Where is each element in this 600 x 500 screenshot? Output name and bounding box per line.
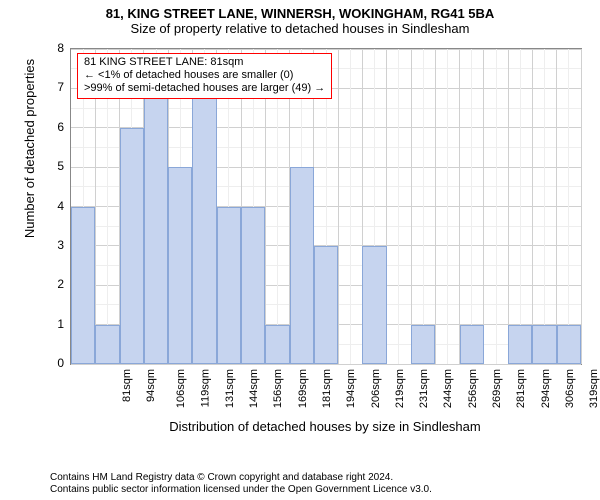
grid-v-minor — [447, 49, 448, 364]
histogram-bar — [144, 88, 168, 364]
xtick-label: 281sqm — [515, 369, 527, 408]
xtick-label: 181sqm — [321, 369, 333, 408]
histogram-bar — [168, 167, 192, 364]
xtick-label: 156sqm — [272, 369, 284, 408]
grid-v-minor — [544, 49, 545, 364]
ytick-label: 1 — [46, 317, 64, 331]
histogram-bar — [314, 246, 338, 364]
xtick-label: 131sqm — [224, 369, 236, 408]
grid-v — [483, 49, 484, 364]
xtick-label: 144sqm — [248, 369, 260, 408]
grid-v — [556, 49, 557, 364]
grid-v-minor — [520, 49, 521, 364]
ytick-label: 0 — [46, 356, 64, 370]
xtick-label: 194sqm — [345, 369, 357, 408]
grid-v-minor — [350, 49, 351, 364]
histogram-bar — [532, 325, 556, 364]
grid-v — [508, 49, 509, 364]
histogram-bar — [265, 325, 289, 364]
xtick-label: 106sqm — [175, 369, 187, 408]
xtick-label: 294sqm — [540, 369, 552, 408]
ytick-label: 7 — [46, 80, 64, 94]
xtick-label: 119sqm — [199, 369, 211, 407]
histogram-bar — [362, 246, 386, 364]
chart-subtitle: Size of property relative to detached ho… — [0, 21, 600, 40]
legend-line: 81 KING STREET LANE: 81sqm — [84, 56, 325, 69]
attribution-line2: Contains public sector information licen… — [50, 484, 590, 496]
grid-v — [532, 49, 533, 364]
histogram-bar — [411, 325, 435, 364]
xtick-label: 169sqm — [297, 369, 309, 408]
chart-container: 81, KING STREET LANE, WINNERSH, WOKINGHA… — [0, 0, 600, 500]
legend-line: >99% of semi-detached houses are larger … — [84, 82, 325, 95]
plot-area: 81 KING STREET LANE: 81sqm← <1% of detac… — [70, 48, 582, 365]
xtick-label: 319sqm — [588, 369, 600, 408]
histogram-bar — [95, 325, 119, 364]
histogram-bar — [508, 325, 532, 364]
y-axis-label: Number of detached properties — [22, 0, 37, 306]
grid-v-minor — [496, 49, 497, 364]
xtick-label: 306sqm — [564, 369, 576, 408]
xtick-label: 269sqm — [491, 369, 503, 408]
histogram-bar — [460, 325, 484, 364]
grid-v — [435, 49, 436, 364]
histogram-bar — [241, 207, 265, 365]
ytick-label: 6 — [46, 120, 64, 134]
xtick-label: 94sqm — [145, 369, 157, 402]
ytick-label: 8 — [46, 41, 64, 55]
histogram-bar — [120, 128, 144, 364]
attribution: Contains HM Land Registry data © Crown c… — [50, 472, 590, 496]
grid-v-minor — [471, 49, 472, 364]
grid-v-minor — [398, 49, 399, 364]
histogram-bar — [71, 207, 95, 365]
xtick-label: 244sqm — [442, 369, 454, 408]
xtick-label: 219sqm — [394, 369, 406, 408]
grid-v-minor — [568, 49, 569, 364]
histogram-bar — [290, 167, 314, 364]
histogram-bar — [192, 88, 216, 364]
ytick-label: 5 — [46, 159, 64, 173]
xtick-label: 206sqm — [370, 369, 382, 408]
x-axis-label: Distribution of detached houses by size … — [70, 419, 580, 434]
grid-v-minor — [423, 49, 424, 364]
grid-v — [411, 49, 412, 364]
ytick-label: 3 — [46, 238, 64, 252]
xtick-label: 81sqm — [121, 369, 133, 402]
ytick-label: 2 — [46, 277, 64, 291]
histogram-bar — [217, 207, 241, 365]
attribution-line1: Contains HM Land Registry data © Crown c… — [50, 472, 590, 484]
grid-v — [459, 49, 460, 364]
legend-line: ← <1% of detached houses are smaller (0) — [84, 69, 325, 82]
legend-box: 81 KING STREET LANE: 81sqm← <1% of detac… — [77, 53, 332, 99]
grid-v — [581, 49, 582, 364]
xtick-label: 256sqm — [467, 369, 479, 408]
ytick-label: 4 — [46, 199, 64, 213]
chart-title: 81, KING STREET LANE, WINNERSH, WOKINGHA… — [0, 0, 600, 21]
xtick-label: 231sqm — [418, 369, 430, 408]
histogram-bar — [557, 325, 581, 364]
